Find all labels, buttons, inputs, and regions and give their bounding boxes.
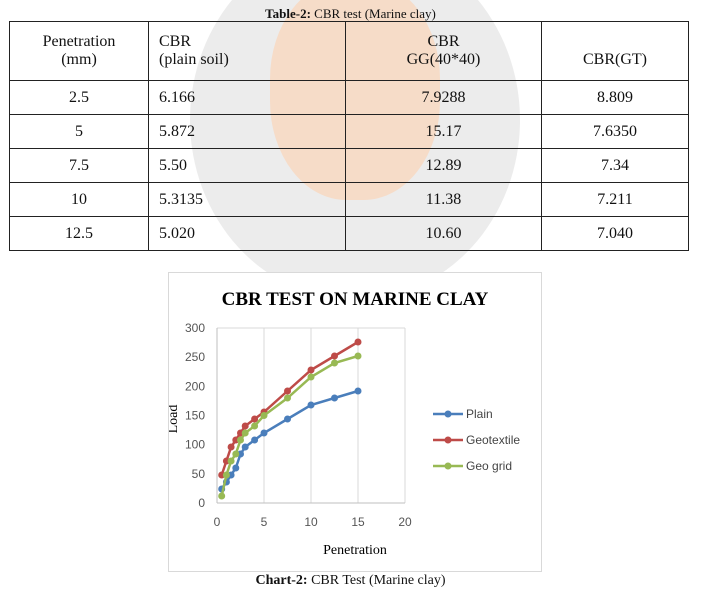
data-point [222,471,230,479]
data-point [354,352,362,360]
x-tick-label: 15 [351,515,365,529]
data-point [241,429,249,437]
x-tick-label: 0 [214,515,221,529]
header-cbr-plain: CBR (plain soil) [148,21,346,81]
y-tick-label: 150 [185,409,205,423]
data-point [284,415,291,423]
data-point [232,464,240,472]
table-cell: 5 [9,114,149,149]
chart-title: CBR TEST ON MARINE CLAY [222,289,489,310]
data-point [284,387,291,395]
cbr-table: Penetration (mm) CBR (plain soil) CBR GG(40… [9,21,689,251]
table-cell: 5.020 [148,216,346,251]
table-cell: 5.872 [148,114,346,149]
data-point [354,387,362,395]
table-cell: 12.89 [345,148,542,183]
legend-label: Geo grid [466,459,512,473]
table-cell: 5.50 [148,148,346,183]
y-tick-label: 250 [185,350,205,364]
table-row: 7.5 5.50 12.89 7.34 [9,148,689,183]
table-row: 12.5 5.020 10.60 7.040 [9,216,689,251]
y-tick-label: 100 [185,438,205,452]
legend-marker [444,410,452,418]
table-caption: Table-2: CBR test (Marine clay) [265,6,436,21]
table-cell: 8.809 [541,80,689,115]
x-tick-label: 10 [304,515,318,529]
data-point [260,429,268,437]
data-point [331,394,338,402]
data-point [232,450,240,458]
table-cell: 12.5 [9,216,149,251]
data-point [237,436,244,444]
table-cell: 2.5 [9,80,149,115]
y-axis-label: Load [169,405,181,434]
table-row: 10 5.3135 11.38 7.211 [9,182,689,217]
table-cell: 5.3135 [148,182,346,217]
x-tick-label: 5 [261,515,268,529]
data-point [251,415,259,423]
data-point [307,373,315,381]
data-point [331,352,338,360]
data-point [284,394,291,402]
data-point [331,359,338,367]
data-point [218,492,226,500]
header-cbr-gg: CBR GG(40*40) [345,21,542,81]
table-cell: 10.60 [345,216,542,251]
x-axis-label: Penetration [323,543,387,558]
legend-label: Geotextile [466,433,520,447]
data-point [251,422,259,430]
data-point [227,443,235,451]
table-cell: 10 [9,182,149,217]
header-cbr-gt: CBR(GT) [541,21,689,81]
table-header-row: Penetration (mm) CBR (plain soil) CBR GG(40… [9,21,689,81]
table-cell: 15.17 [345,114,542,149]
y-tick-label: 200 [185,379,205,393]
data-point [354,338,362,346]
legend-marker [444,436,452,444]
data-point [241,443,249,451]
table-cell: 7.34 [541,148,689,183]
chart-caption: Chart-2: CBR Test (Marine clay) [255,573,446,588]
table-cell: 11.38 [345,182,542,217]
data-point [241,422,249,430]
y-tick-label: 50 [192,467,206,481]
data-point [260,412,268,419]
legend-marker [444,462,452,470]
data-point [227,457,235,465]
legend-label: Plain [466,407,493,421]
y-tick-label: 0 [198,496,205,510]
data-point [307,401,315,409]
table-cell: 7.040 [541,216,689,251]
data-point [251,436,259,444]
x-tick-label: 20 [398,515,412,529]
table-row: 5 5.872 15.17 7.6350 [9,114,689,149]
y-tick-label: 300 [185,321,205,335]
chart: CBR TEST ON MARINE CLAY 0 5 10 15 20 0 50 100 150… [166,272,542,572]
table-cell: 7.5 [9,148,149,183]
table-row: 2.5 6.166 7.9288 8.809 [9,80,689,115]
table-cell: 7.9288 [345,80,542,115]
table-cell: 7.211 [541,182,689,217]
table-cell: 6.166 [148,80,346,115]
table-cell: 7.6350 [541,114,689,149]
data-point [307,366,315,374]
header-penetration: Penetration (mm) [9,21,149,81]
